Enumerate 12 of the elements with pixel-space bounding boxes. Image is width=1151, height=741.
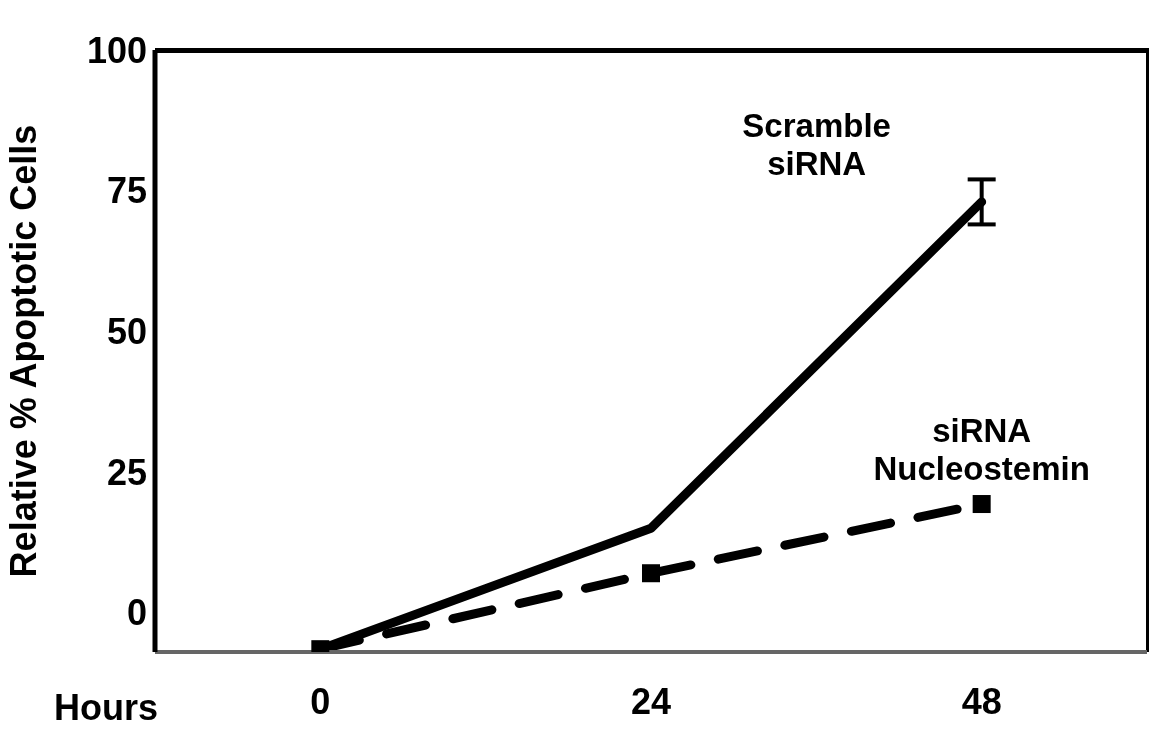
x-tick-label: 0: [310, 680, 331, 722]
x-tick-label: 48: [961, 680, 1002, 722]
y-tick-label: 75: [106, 170, 147, 212]
y-tick-label: 100: [86, 29, 147, 71]
text: Scramble siRNA: [742, 106, 891, 182]
y-tick-label: 0: [126, 592, 147, 634]
series-label: siRNA Nucleostemin: [873, 412, 1090, 488]
x-axis-title: Hours: [54, 687, 159, 728]
y-tick-label: 25: [106, 451, 147, 493]
y-axis-title: Relative % Apoptotic Cells: [2, 124, 44, 578]
x-tick-label: 24: [630, 680, 672, 722]
y-tick-label: 50: [106, 311, 147, 353]
